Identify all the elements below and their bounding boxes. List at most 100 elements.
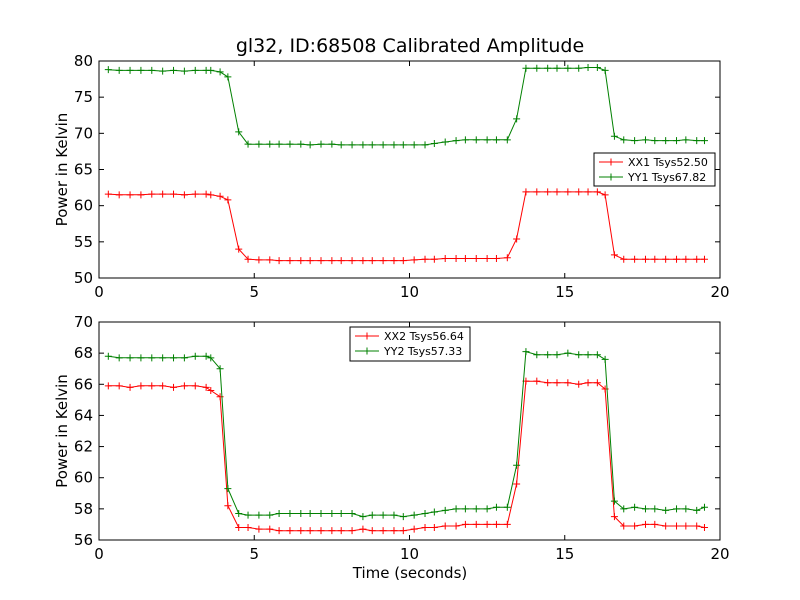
data-point xyxy=(224,73,232,81)
data-point xyxy=(492,254,500,262)
data-point xyxy=(492,503,500,511)
data-point xyxy=(533,64,541,72)
data-point xyxy=(148,190,156,198)
data-point xyxy=(348,257,356,265)
data-point xyxy=(202,352,210,360)
data-point xyxy=(452,254,460,262)
data-point xyxy=(104,382,112,390)
data-point xyxy=(461,520,469,528)
data-point xyxy=(575,380,583,388)
legend-label: XX1 Tsys52.50 xyxy=(628,156,708,169)
data-point xyxy=(390,257,398,265)
data-point xyxy=(126,191,134,199)
data-point xyxy=(235,245,243,253)
data-point xyxy=(682,255,690,263)
data-point xyxy=(410,141,418,149)
y-tick-label: 80 xyxy=(74,52,93,70)
data-point xyxy=(170,354,178,362)
data-point xyxy=(673,255,681,263)
data-point xyxy=(651,520,659,528)
data-point xyxy=(601,66,609,74)
data-point xyxy=(472,254,480,262)
x-tick-label: 10 xyxy=(400,545,419,563)
data-point xyxy=(421,141,429,149)
data-point xyxy=(348,141,356,149)
data-point xyxy=(180,67,188,75)
y-tick-label: 70 xyxy=(74,313,93,331)
data-point xyxy=(297,527,305,535)
data-point xyxy=(191,66,199,74)
data-point xyxy=(244,255,252,263)
data-point xyxy=(564,349,572,357)
y-tick-label: 60 xyxy=(74,469,93,487)
data-point xyxy=(533,188,541,196)
data-point xyxy=(544,379,552,387)
data-point xyxy=(662,506,670,514)
legend-marker xyxy=(363,347,371,355)
data-point xyxy=(115,382,123,390)
data-point xyxy=(368,257,376,265)
data-point xyxy=(379,257,387,265)
data-point xyxy=(564,379,572,387)
data-point xyxy=(216,365,224,373)
data-point xyxy=(137,191,145,199)
data-point xyxy=(348,510,356,518)
y-tick-label: 60 xyxy=(74,197,93,215)
data-point xyxy=(286,140,294,148)
data-point xyxy=(430,255,438,263)
data-point xyxy=(513,461,521,469)
x-tick-label: 0 xyxy=(94,545,104,563)
data-point xyxy=(359,513,367,521)
data-point xyxy=(452,505,460,513)
data-point xyxy=(472,520,480,528)
chart-title: gl32, ID:68508 Calibrated Amplitude xyxy=(236,35,584,57)
data-point xyxy=(306,257,314,265)
data-point xyxy=(553,188,561,196)
data-point xyxy=(286,527,294,535)
data-point xyxy=(104,66,112,74)
data-point xyxy=(693,255,701,263)
data-point xyxy=(641,136,649,144)
y-tick-label: 65 xyxy=(74,161,93,179)
data-point xyxy=(564,64,572,72)
data-point xyxy=(564,188,572,196)
subplot-2: 0 5 10 15 20 56 58 60 62 64 66 68 70 Power in Kelvin X… xyxy=(53,313,730,563)
data-point xyxy=(337,527,345,535)
data-point xyxy=(513,480,521,488)
data-point xyxy=(492,520,500,528)
data-point xyxy=(441,506,449,514)
data-point xyxy=(620,505,628,513)
data-point xyxy=(266,511,274,519)
data-point xyxy=(202,383,210,391)
data-point xyxy=(379,141,387,149)
data-point xyxy=(137,354,145,362)
data-point xyxy=(461,254,469,262)
data-point xyxy=(399,141,407,149)
data-point xyxy=(368,527,376,535)
data-point xyxy=(441,254,449,262)
data-point xyxy=(673,505,681,513)
y-tick-label: 68 xyxy=(74,344,93,362)
data-point xyxy=(441,522,449,530)
data-point xyxy=(430,524,438,532)
data-point xyxy=(682,505,690,513)
y-tick-label: 55 xyxy=(74,233,93,251)
data-point xyxy=(610,132,618,140)
data-point xyxy=(700,255,708,263)
x-tick-label: 20 xyxy=(710,283,729,301)
data-point xyxy=(317,527,325,535)
data-point xyxy=(207,191,215,199)
y-tick-label: 58 xyxy=(74,500,93,518)
data-point xyxy=(693,506,701,514)
x-tick-label: 15 xyxy=(555,545,574,563)
data-point xyxy=(159,190,167,198)
data-point xyxy=(610,513,618,521)
data-point xyxy=(651,255,659,263)
data-point xyxy=(115,66,123,74)
data-point xyxy=(306,527,314,535)
data-point xyxy=(170,383,178,391)
data-point xyxy=(379,511,387,519)
data-point xyxy=(575,351,583,359)
